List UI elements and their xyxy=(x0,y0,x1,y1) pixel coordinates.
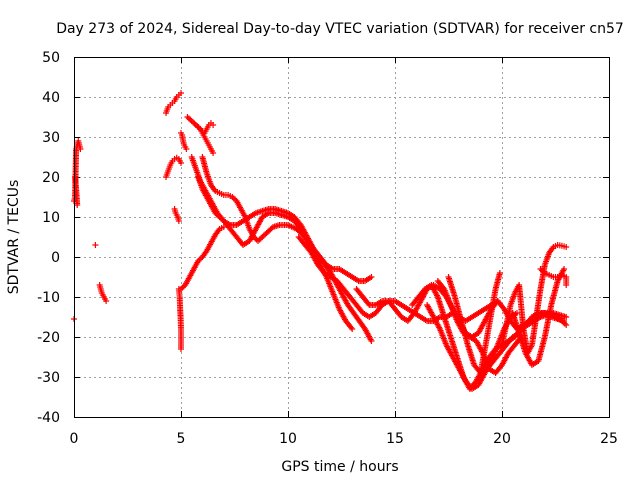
axis-ticks: 0 5 10 15 20 25 -40 -30 -20 -10 0 10 20 30 40 50 xyxy=(37,50,618,447)
data-point-marker xyxy=(77,146,84,152)
y-tick-label: 30 xyxy=(42,130,60,146)
data-point-marker xyxy=(563,244,570,250)
y-axis-label: SDTVAR / TECUs xyxy=(6,180,22,295)
data-series-s4 xyxy=(96,282,110,304)
data-series-s3 xyxy=(92,242,99,248)
data-point-marker xyxy=(178,346,184,352)
x-tick-label: 20 xyxy=(493,431,511,447)
data-points xyxy=(71,90,570,392)
x-tick-label: 15 xyxy=(386,431,404,447)
data-series-s10 xyxy=(178,224,227,292)
data-point-marker xyxy=(210,122,217,128)
data-point-marker xyxy=(92,242,99,248)
x-axis-label: GPS time / hours xyxy=(281,459,398,475)
data-series-s6 xyxy=(163,154,184,180)
data-point-marker xyxy=(103,298,110,304)
data-point-marker xyxy=(365,300,372,307)
data-point-marker xyxy=(349,326,356,332)
y-tick-label: 20 xyxy=(42,170,60,186)
data-point-marker xyxy=(563,282,570,288)
plot-frame xyxy=(74,57,610,418)
data-series-s8 xyxy=(175,286,184,352)
data-point-marker xyxy=(175,218,182,224)
data-series-s22 xyxy=(477,270,503,376)
data-series-s5 xyxy=(163,90,184,116)
data-point-marker xyxy=(561,318,568,324)
data-point-marker xyxy=(368,274,375,280)
data-point-marker xyxy=(496,270,503,276)
x-tick-label: 5 xyxy=(177,431,186,447)
data-point-marker xyxy=(348,324,355,331)
data-point-marker xyxy=(178,90,184,96)
y-tick-label: 0 xyxy=(51,250,60,266)
y-tick-label: 10 xyxy=(42,210,60,226)
y-tick-label: -40 xyxy=(37,410,60,426)
data-series-s14 xyxy=(195,174,375,284)
y-tick-label: -30 xyxy=(37,370,60,386)
data-point-marker xyxy=(563,322,570,328)
data-series-s9 xyxy=(178,130,190,152)
data-point-marker xyxy=(220,224,227,230)
data-point-marker xyxy=(74,202,81,208)
data-series-s7 xyxy=(171,206,182,224)
y-tick-label: 40 xyxy=(42,90,60,106)
data-series-s12 xyxy=(199,154,375,344)
data-point-marker xyxy=(563,314,570,320)
data-point-marker xyxy=(178,160,184,166)
data-series-s25 xyxy=(537,266,570,288)
x-tick-label: 25 xyxy=(600,431,618,447)
data-point-marker xyxy=(561,266,568,272)
y-tick-label: 50 xyxy=(42,50,60,66)
x-tick-label: 10 xyxy=(279,431,297,447)
data-point-marker xyxy=(183,146,190,152)
data-series-s15 xyxy=(192,120,217,136)
data-point-marker xyxy=(210,150,217,156)
y-tick-label: -20 xyxy=(37,330,60,346)
data-point-marker xyxy=(368,338,375,344)
x-tick-label: 0 xyxy=(70,431,79,447)
y-tick-label: -10 xyxy=(37,290,60,306)
chart-title: Day 273 of 2024, Sidereal Day-to-day VTE… xyxy=(56,21,624,37)
